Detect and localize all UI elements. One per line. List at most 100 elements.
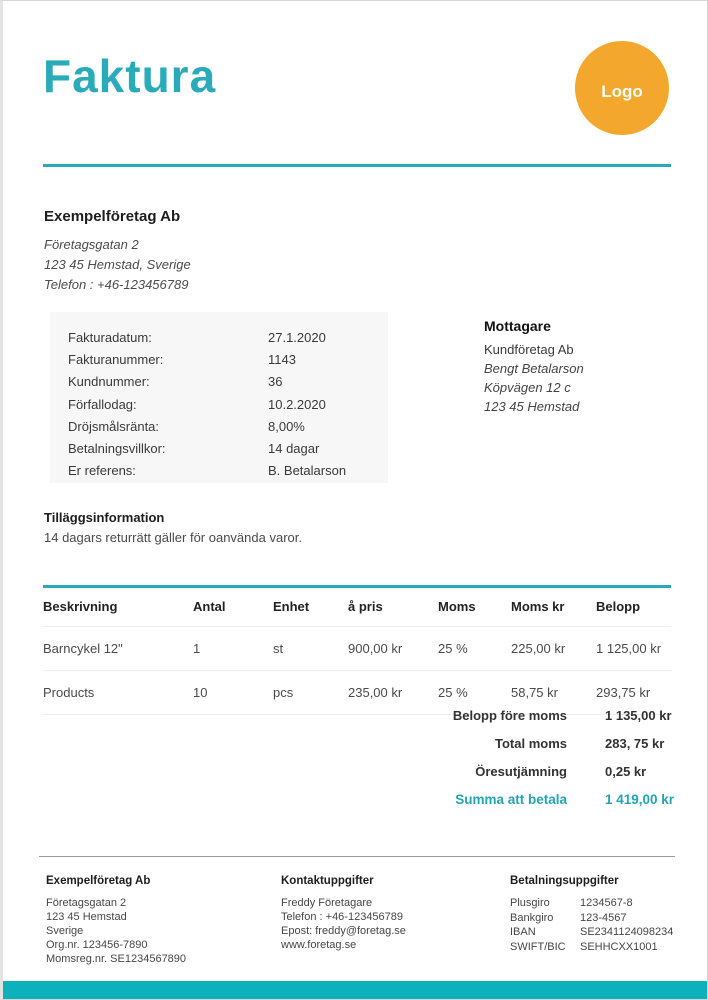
logo-label: Logo [601, 82, 643, 101]
grand-total-value: 1 419,00 kr [605, 792, 675, 807]
detail-row: Kundnummer: 36 [68, 371, 388, 393]
cell-antal: 10 [193, 685, 208, 700]
table-row: Barncykel 12" 1 st 900,00 kr 25 % 225,00… [43, 627, 671, 671]
total-value: 283, 75 kr [605, 736, 665, 751]
sender-phone-line: Telefon : +46-123456789 [44, 277, 189, 292]
line-items-table: Beskrivning Antal Enhet å pris Moms Moms… [43, 585, 671, 715]
additional-info-block: Tilläggsinformation 14 dagars returrätt … [44, 510, 302, 545]
payment-label: Bankgiro [510, 911, 554, 924]
detail-row: Förfallodag: 10.2.2020 [68, 394, 388, 416]
cell-belopp: 293,75 kr [596, 685, 651, 700]
additional-info-text: 14 dagars returrätt gäller för oanvända … [44, 530, 302, 545]
total-value: 1 135,00 kr [605, 708, 672, 723]
bottom-accent-bar [3, 981, 707, 999]
column-header-belopp: Belopp [596, 599, 641, 614]
cell-moms-kr: 58,75 kr [511, 685, 558, 700]
cell-antal: 1 [193, 641, 201, 656]
column-header-enhet: Enhet [273, 599, 310, 614]
detail-value: 1143 [268, 352, 296, 368]
table-header-row: Beskrivning Antal Enhet å pris Moms Moms… [43, 585, 671, 627]
detail-value: 36 [268, 374, 283, 390]
column-header-antal: Antal [193, 599, 226, 614]
detail-value: 10.2.2020 [268, 396, 326, 412]
footer-company-line: Org.nr. 123456-7890 [46, 939, 148, 951]
detail-label: Fakturanummer: [68, 352, 164, 368]
total-value: 0,25 kr [605, 764, 647, 779]
payment-value: SE2341124098234 [580, 926, 674, 938]
header-divider [43, 164, 671, 167]
company-logo: Logo [575, 41, 669, 135]
cell-beskrivning: Products [43, 685, 95, 700]
column-header-apris: å pris [348, 599, 383, 614]
totals-block: Belopp före moms 1 135,00 kr Total moms … [43, 702, 675, 814]
total-row: Total moms 283, 75 kr [43, 730, 671, 758]
detail-value: 8,00% [268, 418, 305, 434]
detail-label: Betalningsvillkor: [68, 441, 166, 457]
recipient-company: Kundföretag Ab [484, 342, 574, 357]
total-label: Öresutjämning [475, 764, 567, 779]
cell-apris: 235,00 kr [348, 685, 403, 700]
footer-contact-heading: Kontaktuppgifter [281, 875, 374, 887]
total-row: Belopp före moms 1 135,00 kr [43, 702, 672, 730]
detail-row: Er referens: B. Betalarson [68, 460, 388, 482]
payment-row: SWIFT/BIC SEHHCXX1001 [510, 940, 680, 955]
detail-value: B. Betalarson [268, 463, 347, 479]
footer-company-line: Företagsgatan 2 [46, 897, 127, 909]
payment-value: 1234567-8 [580, 897, 633, 909]
recipient-block: Mottagare Kundföretag Ab Bengt Betalarso… [484, 318, 584, 416]
footer-contact-website: www.foretag.se [281, 939, 357, 951]
footer-contact-column: Kontaktuppgifter Freddy Företagare Telef… [281, 875, 501, 952]
column-header-beskrivning: Beskrivning [43, 599, 118, 614]
footer-payment-column: Betalningsuppgifter Plusgiro 1234567-8 B… [510, 875, 680, 954]
cell-enhet: st [273, 641, 284, 656]
payment-label: SWIFT/BIC [510, 940, 566, 953]
detail-label: Kundnummer: [68, 374, 150, 390]
grand-total-row: Summa att betala 1 419,00 kr [43, 786, 675, 814]
footer-company-heading: Exempelföretag Ab [46, 875, 151, 887]
recipient-line: Bengt Betalarson [484, 361, 584, 376]
detail-value: 14 dagar [268, 441, 320, 457]
detail-label: Förfallodag: [68, 396, 137, 412]
footer-company-line: Momsreg.nr. SE1234567890 [46, 953, 187, 965]
cell-moms-kr: 225,00 kr [511, 641, 566, 656]
footer-company-column: Exempelföretag Ab Företagsgatan 2 123 45… [46, 875, 271, 966]
additional-info-heading: Tilläggsinformation [44, 510, 165, 525]
detail-row: Fakturanummer: 1143 [68, 349, 388, 371]
invoice-details-box: Fakturadatum: 27.1.2020 Fakturanummer: 1… [50, 312, 388, 483]
payment-value: 123-4567 [580, 911, 627, 924]
footer-contact-email: Epost: freddy@foretag.se [281, 925, 406, 937]
detail-label: Er referens: [68, 463, 136, 479]
page-title: Faktura [43, 50, 217, 102]
recipient-line: 123 45 Hemstad [484, 399, 580, 414]
payment-label: Plusgiro [510, 897, 550, 909]
cell-moms: 25 % [438, 685, 468, 700]
footer-payment-heading: Betalningsuppgifter [510, 875, 619, 887]
payment-row: Plusgiro 1234567-8 [510, 896, 680, 911]
cell-moms: 25 % [438, 641, 468, 656]
total-label: Belopp före moms [452, 708, 567, 723]
total-label: Total moms [495, 736, 567, 751]
payment-row: IBAN SE2341124098234 [510, 925, 680, 940]
cell-apris: 900,00 kr [348, 641, 403, 656]
payment-label: IBAN [510, 926, 536, 938]
sender-address-line: Företagsgatan 2 [44, 237, 139, 252]
detail-row: Fakturadatum: 27.1.2020 [68, 327, 388, 349]
column-header-moms-kr: Moms kr [511, 599, 565, 614]
footer-contact-line: Telefon : +46-123456789 [281, 911, 404, 923]
recipient-line: Köpvägen 12 c [484, 380, 571, 395]
grand-total-label: Summa att betala [455, 792, 567, 807]
footer-company-line: 123 45 Hemstad [46, 911, 127, 923]
detail-label: Dröjsmålsränta: [68, 418, 160, 434]
footer-divider [39, 856, 675, 857]
payment-value: SEHHCXX1001 [580, 940, 658, 953]
detail-row: Betalningsvillkor: 14 dagar [68, 438, 388, 460]
payment-row: Bankgiro 123-4567 [510, 911, 680, 926]
cell-enhet: pcs [273, 685, 294, 700]
sender-address-line: 123 45 Hemstad, Sverige [44, 257, 191, 272]
cell-beskrivning: Barncykel 12" [43, 641, 123, 656]
footer-company-line: Sverige [46, 925, 84, 937]
cell-belopp: 1 125,00 kr [596, 641, 662, 656]
total-row: Öresutjämning 0,25 kr [43, 758, 671, 786]
sender-name: Exempelföretag Ab [44, 208, 181, 225]
